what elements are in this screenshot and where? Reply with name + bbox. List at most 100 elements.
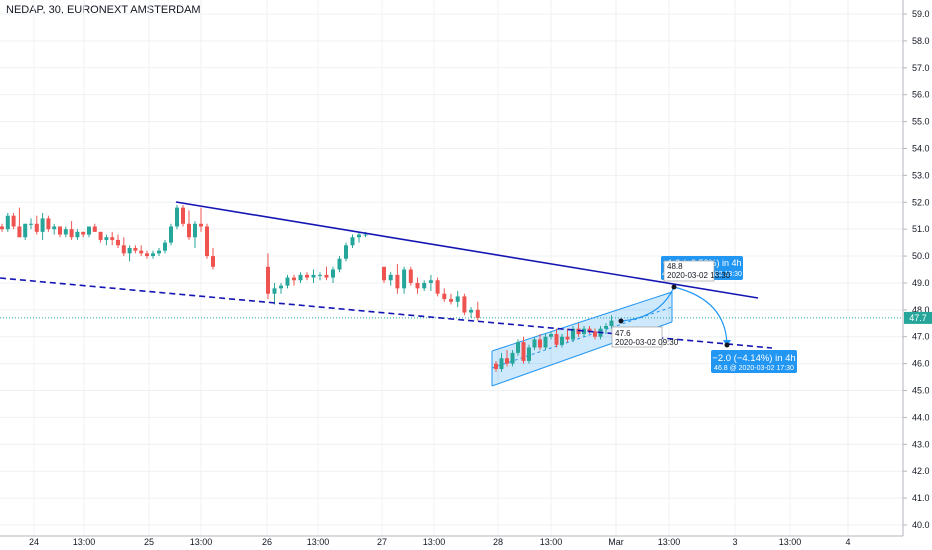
drawing-labels[interactable]: +1.2 (+2.52%) in 4h48.8 @ 2020-03-02 13:… bbox=[611, 256, 797, 373]
candle-body bbox=[435, 280, 440, 294]
candle bbox=[543, 334, 548, 351]
candle bbox=[455, 291, 460, 308]
candle bbox=[199, 207, 203, 232]
x-tick-label: 26 bbox=[262, 537, 272, 547]
candle bbox=[0, 223, 4, 232]
candle bbox=[402, 266, 407, 294]
point-label-2-price: 47.6 bbox=[615, 329, 631, 338]
candle bbox=[116, 234, 120, 248]
candle bbox=[324, 266, 329, 281]
x-tick-label: 13:00 bbox=[658, 537, 681, 547]
candle bbox=[121, 237, 126, 257]
candle-body bbox=[29, 223, 33, 225]
candle bbox=[285, 274, 290, 289]
candle bbox=[469, 307, 474, 318]
candle bbox=[17, 207, 22, 238]
point-label-box-2[interactable] bbox=[611, 326, 663, 348]
candle-body bbox=[169, 226, 173, 243]
candle bbox=[87, 226, 91, 238]
point-label-box-1[interactable] bbox=[663, 260, 715, 282]
forecast-point-end[interactable] bbox=[724, 342, 730, 348]
candle bbox=[510, 350, 515, 367]
candle-body bbox=[193, 223, 197, 238]
forecast-point-start[interactable] bbox=[618, 318, 624, 324]
candle-body bbox=[87, 226, 91, 235]
grid-lines bbox=[0, 0, 903, 536]
candle-body bbox=[604, 325, 608, 329]
candle bbox=[422, 280, 427, 292]
channel-top-line[interactable] bbox=[491, 291, 673, 352]
candle-body bbox=[582, 328, 586, 335]
candle bbox=[34, 215, 39, 235]
candle-body bbox=[415, 282, 420, 289]
candle bbox=[305, 272, 309, 281]
candle-body bbox=[527, 347, 531, 361]
upper-trendline[interactable] bbox=[175, 201, 759, 299]
candle bbox=[81, 231, 86, 238]
candle-body bbox=[532, 339, 537, 348]
y-tick-label: 50.0 bbox=[912, 251, 930, 261]
y-tick-label: 55.0 bbox=[912, 117, 930, 127]
candle bbox=[499, 352, 504, 372]
candle-body bbox=[402, 269, 407, 289]
candle bbox=[151, 250, 155, 259]
candle-body bbox=[110, 237, 115, 240]
candle bbox=[139, 245, 144, 257]
candle bbox=[98, 231, 103, 243]
forecast-box-bottom[interactable] bbox=[711, 350, 797, 373]
candle bbox=[69, 221, 74, 240]
candle bbox=[609, 315, 614, 329]
candle bbox=[311, 269, 316, 283]
candle-body bbox=[510, 352, 515, 364]
candle-body bbox=[205, 226, 209, 257]
y-tick-label: 47.0 bbox=[912, 332, 930, 342]
candle bbox=[205, 223, 209, 259]
candle-body bbox=[187, 223, 191, 238]
forecast-box-bottom-sub: 46.8 @ 2020-03-02 17:30 bbox=[714, 365, 794, 372]
candle bbox=[58, 226, 62, 238]
candle-body bbox=[285, 277, 290, 286]
candles bbox=[0, 204, 614, 372]
candle-body bbox=[363, 234, 368, 236]
candle-body bbox=[587, 328, 592, 332]
candle-body bbox=[151, 253, 155, 257]
candle bbox=[428, 274, 433, 292]
candle-body bbox=[549, 334, 553, 337]
candle bbox=[593, 328, 597, 340]
candle-body bbox=[499, 358, 504, 370]
candle-body bbox=[395, 274, 400, 289]
forecast-point-mid[interactable] bbox=[671, 284, 677, 290]
candle-body bbox=[23, 223, 28, 238]
candle-body bbox=[543, 336, 548, 348]
y-tick-label: 49.0 bbox=[912, 278, 930, 288]
candle-body bbox=[311, 274, 316, 278]
candle-body bbox=[538, 339, 542, 348]
y-tick-label: 54.0 bbox=[912, 143, 930, 153]
candle-body bbox=[63, 229, 68, 235]
candle-body bbox=[337, 258, 342, 270]
candle bbox=[193, 221, 197, 248]
candle bbox=[532, 336, 537, 351]
candle-body bbox=[81, 231, 86, 235]
candle-body bbox=[382, 266, 386, 281]
candle bbox=[163, 239, 167, 254]
candle-body bbox=[388, 274, 393, 281]
candle-body bbox=[521, 342, 526, 361]
forecast-arc-down[interactable] bbox=[673, 286, 728, 346]
candle bbox=[571, 325, 575, 343]
y-tick-label: 42.0 bbox=[912, 466, 930, 476]
point-label-1-price: 48.8 bbox=[667, 262, 683, 271]
candle-body bbox=[46, 218, 51, 230]
candle bbox=[23, 223, 28, 240]
candle bbox=[279, 282, 283, 294]
y-tick-label: 56.0 bbox=[912, 90, 930, 100]
candle bbox=[582, 325, 586, 337]
candle bbox=[331, 266, 335, 283]
channel-fill[interactable] bbox=[492, 292, 672, 386]
forecast-arc-up[interactable] bbox=[620, 286, 675, 322]
candle-body bbox=[0, 226, 4, 230]
y-tick-label: 57.0 bbox=[912, 63, 930, 73]
y-tick-label: 40.0 bbox=[912, 520, 930, 530]
